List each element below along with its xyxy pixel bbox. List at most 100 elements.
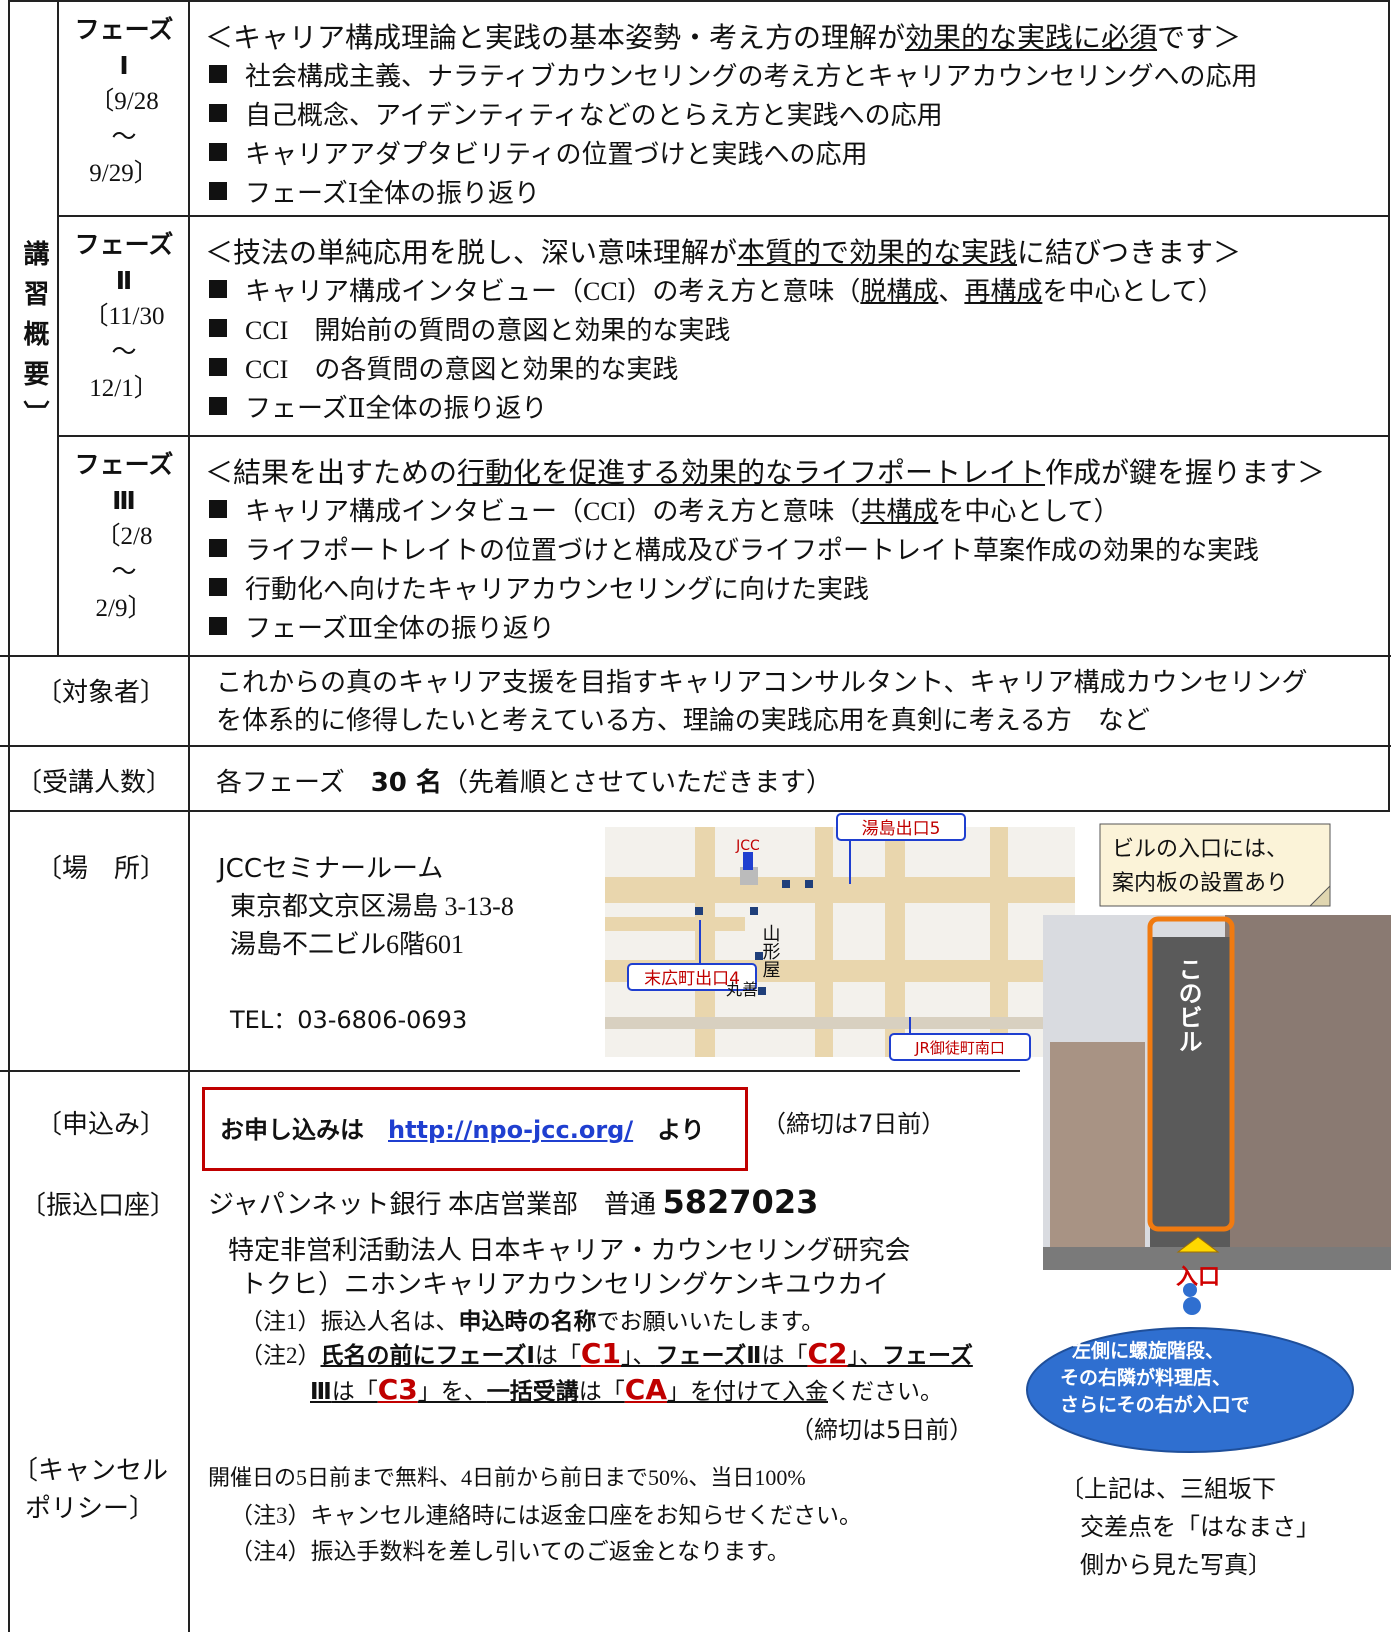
text-segment: 」、	[847, 1343, 882, 1368]
text-segment: は「	[534, 1343, 581, 1368]
caption-line: 側から見た写真〕	[1080, 1551, 1272, 1579]
label: 山形屋	[760, 924, 781, 978]
label: 末広町出口4	[644, 969, 740, 989]
border	[0, 655, 1391, 657]
application-label: 〔申込み〕	[36, 1110, 167, 1140]
application-deadline: （締切は7日前）	[762, 1110, 946, 1138]
list-item: キャリア構成インタビュー（CCI）の考え方と意味（脱構成、再構成を中心として）	[205, 272, 1241, 311]
account-number: 5827023	[662, 1183, 819, 1221]
venue-address: 東京都文京区湯島 3-13-8 湯島不二ビル6階601	[230, 888, 514, 964]
text-segment: 行動化を促進する効果的なライフポートレイト	[457, 456, 1046, 489]
label: 左側に螺旋階段、	[1072, 1339, 1224, 1362]
text-segment: キャリア構成インタビュー（CCI）の考え方と意味（	[245, 277, 861, 306]
label: JR御徒町南口	[914, 1039, 1005, 1057]
list-item: フェーズⅡ全体の振り返り	[205, 389, 1241, 428]
capacity-text: 各フェーズ 30 名（先着順とさせていただきます）	[216, 762, 832, 799]
phase-heading: ＜キャリア構成理論と実践の基本姿勢・考え方の理解が効果的な実践に必須です＞	[205, 18, 1257, 57]
address-line: 東京都文京区湯島 3-13-8	[230, 892, 514, 921]
border	[8, 810, 1390, 812]
text-segment: （先着順とさせていただきます）	[441, 768, 832, 797]
phase-numeral: Ⅲ	[112, 486, 136, 515]
label: 入口	[1176, 1265, 1220, 1290]
text-segment: 」、	[620, 1343, 656, 1368]
list-item: 自己概念、アイデンティティなどのとらえ方と実践への応用	[205, 96, 1257, 135]
date-start: 〔9/28	[89, 88, 159, 115]
holder-kana: トクヒ）ニホンキャリアカウンセリングケンキユウカイ	[240, 1270, 890, 1299]
text-segment: でお願いいたします。	[596, 1309, 825, 1334]
text-segment: 社会構成主義、ナラティブカウンセリングの考え方とキャリアカウンセリングへの応用	[245, 62, 1258, 91]
border	[188, 0, 190, 1632]
phase-name: フェーズ	[74, 450, 174, 479]
note4: （注4）振込手数料を差し引いてのご返金となります。	[230, 1539, 790, 1564]
text-segment: お申し込みは	[220, 1116, 388, 1144]
list-item: 行動化へ向けたキャリアカウンセリングに向けた実践	[205, 570, 1325, 609]
text-segment: 共構成	[860, 497, 939, 526]
border	[8, 0, 1390, 2]
link[interactable]: http://npo-jcc.org/	[388, 1116, 634, 1144]
text-segment: 」を、	[417, 1379, 487, 1404]
label: ビルの入口には、	[1112, 837, 1288, 862]
border	[57, 215, 1390, 217]
phase-content: ＜キャリア構成理論と実践の基本姿勢・考え方の理解が効果的な実践に必須です＞ 社会構…	[205, 18, 1257, 213]
date-start: 〔2/8	[95, 523, 153, 550]
phase-heading: ＜結果を出すための行動化を促進する効果的なライフポートレイト作成が鍵を握ります＞	[205, 453, 1325, 492]
text-segment: CCI の各質問の意図と効果的な実践	[245, 355, 679, 384]
text-segment: 30 名	[370, 768, 442, 798]
text-segment: 作成が鍵を握ります＞	[1045, 456, 1326, 489]
date-tilde: 〜	[111, 559, 137, 586]
list-item: 社会構成主義、ナラティブカウンセリングの考え方とキャリアカウンセリングへの応用	[205, 57, 1257, 96]
label: 丸善	[726, 980, 758, 999]
venue-tel: TEL：03-6806-0693	[230, 1006, 468, 1034]
application-box	[202, 1087, 748, 1171]
caption-line: 〔上記は、三組坂下	[1060, 1475, 1276, 1503]
note2: Ⅲは「C3」を、一括受講は「CA」を付けて入金ください。	[310, 1372, 943, 1406]
text-segment: 再構成	[964, 277, 1043, 306]
list-item: フェーズⅠ全体の振り返り	[205, 174, 1257, 213]
border	[57, 435, 1390, 437]
text-segment: より	[633, 1116, 705, 1144]
text-segment: C2	[807, 1337, 848, 1370]
bank-name: ジャパンネット銀行 本店営業部 普通	[208, 1190, 663, 1219]
text-segment: を中心として）	[938, 497, 1120, 526]
transfer-deadline: （締切は5日前）	[790, 1416, 974, 1444]
border	[1388, 0, 1390, 810]
list-item: キャリアアダプタビリティの位置づけと実践への応用	[205, 135, 1257, 174]
text-segment: 各フェーズ	[216, 768, 371, 797]
photo-caption: 〔上記は、三組坂下 交差点を「はなまさ」 側から見た写真〕	[1060, 1470, 1320, 1584]
phase-heading: ＜技法の単純応用を脱し、深い意味理解が本質的で効果的な実践に結びつきます＞	[205, 233, 1241, 272]
date-end: 9/29〕	[89, 160, 159, 187]
label-line: 〔キャンセル	[12, 1456, 169, 1486]
label: その右隣が料理店、	[1060, 1366, 1231, 1389]
border	[0, 1070, 1020, 1072]
phase-numeral: Ⅰ	[119, 51, 129, 80]
phase-content: ＜結果を出すための行動化を促進する効果的なライフポートレイト作成が鍵を握ります＞…	[205, 453, 1325, 648]
text-segment: ください。	[828, 1379, 943, 1404]
text-segment: フェーズⅢ全体の振り返り	[245, 614, 555, 643]
phase-name: フェーズ	[74, 230, 174, 259]
photo: ビルの入口には、案内板の設置ありこのビル入口左側に螺旋階段、その右隣が料理店、さ…	[1026, 823, 1391, 1453]
text-segment: フェーズⅠ全体の振り返り	[245, 179, 540, 208]
text-segment: です＞	[1157, 21, 1242, 54]
cancel-label: 〔キャンセル ポリシー〕	[12, 1452, 168, 1528]
text-segment: C3	[377, 1373, 418, 1406]
phase-label: フェーズ Ⅱ 〔11/30 〜 12/1〕	[58, 227, 190, 407]
label: このビル	[1174, 957, 1202, 1053]
phase-numeral: Ⅱ	[115, 266, 133, 295]
date-start: 〔11/30	[83, 303, 165, 330]
text-segment: 」を付けて入金	[667, 1379, 828, 1404]
list-item: キャリア構成インタビュー（CCI）の考え方と意味（共構成を中心として）	[205, 492, 1325, 531]
overview-label: 講習概要〕	[19, 240, 49, 440]
note2: （注2）氏名の前にフェーズⅠは「C1」、フェーズⅡは「C2」、フェーズ	[240, 1336, 973, 1370]
phase-label: フェーズ Ⅰ 〔9/28 〜 9/29〕	[58, 12, 190, 192]
text-segment: は「	[578, 1379, 625, 1404]
text-segment: キャリアアダプタビリティの位置づけと実践への応用	[245, 140, 868, 169]
holder: 特定非営利活動法人 日本キャリア・カウンセリング研究会	[228, 1236, 911, 1265]
text-segment: フェーズⅡ	[655, 1343, 762, 1369]
text-segment: 、	[938, 277, 965, 306]
border	[0, 745, 1391, 747]
date-tilde: 〜	[111, 339, 137, 366]
text-segment: ＜キャリア構成理論と実践の基本姿勢・考え方の理解が	[205, 21, 906, 54]
text-line: を体系的に修得したいと考えている方、理論の実践応用を真剣に考える方 など	[216, 706, 1150, 735]
